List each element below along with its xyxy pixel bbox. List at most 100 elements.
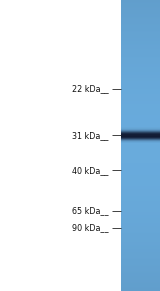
Bar [121,260,160,262]
Bar [121,183,160,184]
Bar [121,209,160,210]
Bar [121,60,160,61]
Bar [121,98,160,100]
Bar [121,82,160,84]
Bar [121,124,160,125]
Bar [121,47,160,49]
Bar [121,10,160,12]
Bar [121,159,160,160]
Bar [121,205,160,207]
Bar [121,208,160,210]
Bar [121,21,160,22]
Bar [121,87,160,88]
Bar [121,129,160,131]
Bar [121,232,160,234]
Bar [121,121,160,122]
Bar [121,182,160,183]
Bar [121,274,160,276]
Bar [121,79,160,81]
Bar [121,203,160,205]
Bar [121,125,160,127]
Bar [121,163,160,165]
Bar [121,123,160,124]
Bar [121,61,160,62]
Bar [121,125,160,126]
Bar [121,80,160,81]
Bar [121,46,160,47]
Bar [121,271,160,273]
Bar [121,81,160,82]
Bar [121,109,160,111]
Bar [121,102,160,104]
Bar [121,144,160,146]
Bar [121,243,160,244]
Bar [121,191,160,193]
Bar [121,176,160,178]
Bar [121,25,160,26]
Bar [121,73,160,75]
Bar [121,48,160,49]
Bar [121,228,160,230]
Bar [121,66,160,68]
Bar [121,287,160,288]
Bar [121,250,160,251]
Bar [121,26,160,28]
Bar [121,6,160,8]
Bar [121,204,160,206]
Bar [121,33,160,35]
Bar [121,134,160,136]
Bar [121,223,160,225]
Bar [121,137,160,139]
Bar [121,164,160,166]
Bar [121,185,160,186]
Bar [121,50,160,52]
Bar [121,221,160,223]
Bar [121,108,160,110]
Bar [121,253,160,254]
Bar [121,23,160,24]
Bar [121,159,160,161]
Bar [121,178,160,180]
Bar [121,22,160,23]
Bar [121,241,160,242]
Bar [121,0,160,2]
Bar [121,76,160,78]
Bar [121,83,160,84]
Bar [121,75,160,77]
Bar [121,120,160,121]
Bar [121,272,160,274]
Bar [121,275,160,276]
Bar [121,215,160,216]
Bar [121,247,160,248]
Bar [121,165,160,167]
Bar [121,115,160,116]
Bar [121,13,160,15]
Bar [121,157,160,159]
Text: 90 kDa__: 90 kDa__ [72,223,109,232]
Bar [121,119,160,120]
Bar [121,70,160,72]
Bar [121,210,160,212]
Bar [121,213,160,214]
Bar [121,113,160,114]
Bar [121,255,160,257]
Bar [121,44,160,46]
Bar [121,258,160,259]
Bar [121,127,160,129]
Bar [121,240,160,242]
Bar [121,100,160,102]
Bar [121,268,160,270]
Bar [121,221,160,222]
Bar [121,150,160,151]
Bar [121,90,160,91]
Bar [121,58,160,60]
Bar [121,270,160,272]
Bar [121,162,160,163]
Bar [121,103,160,105]
Bar [121,4,160,6]
Bar [121,148,160,149]
Bar [121,106,160,108]
Bar [121,191,160,192]
Bar [121,19,160,20]
Bar [121,216,160,217]
